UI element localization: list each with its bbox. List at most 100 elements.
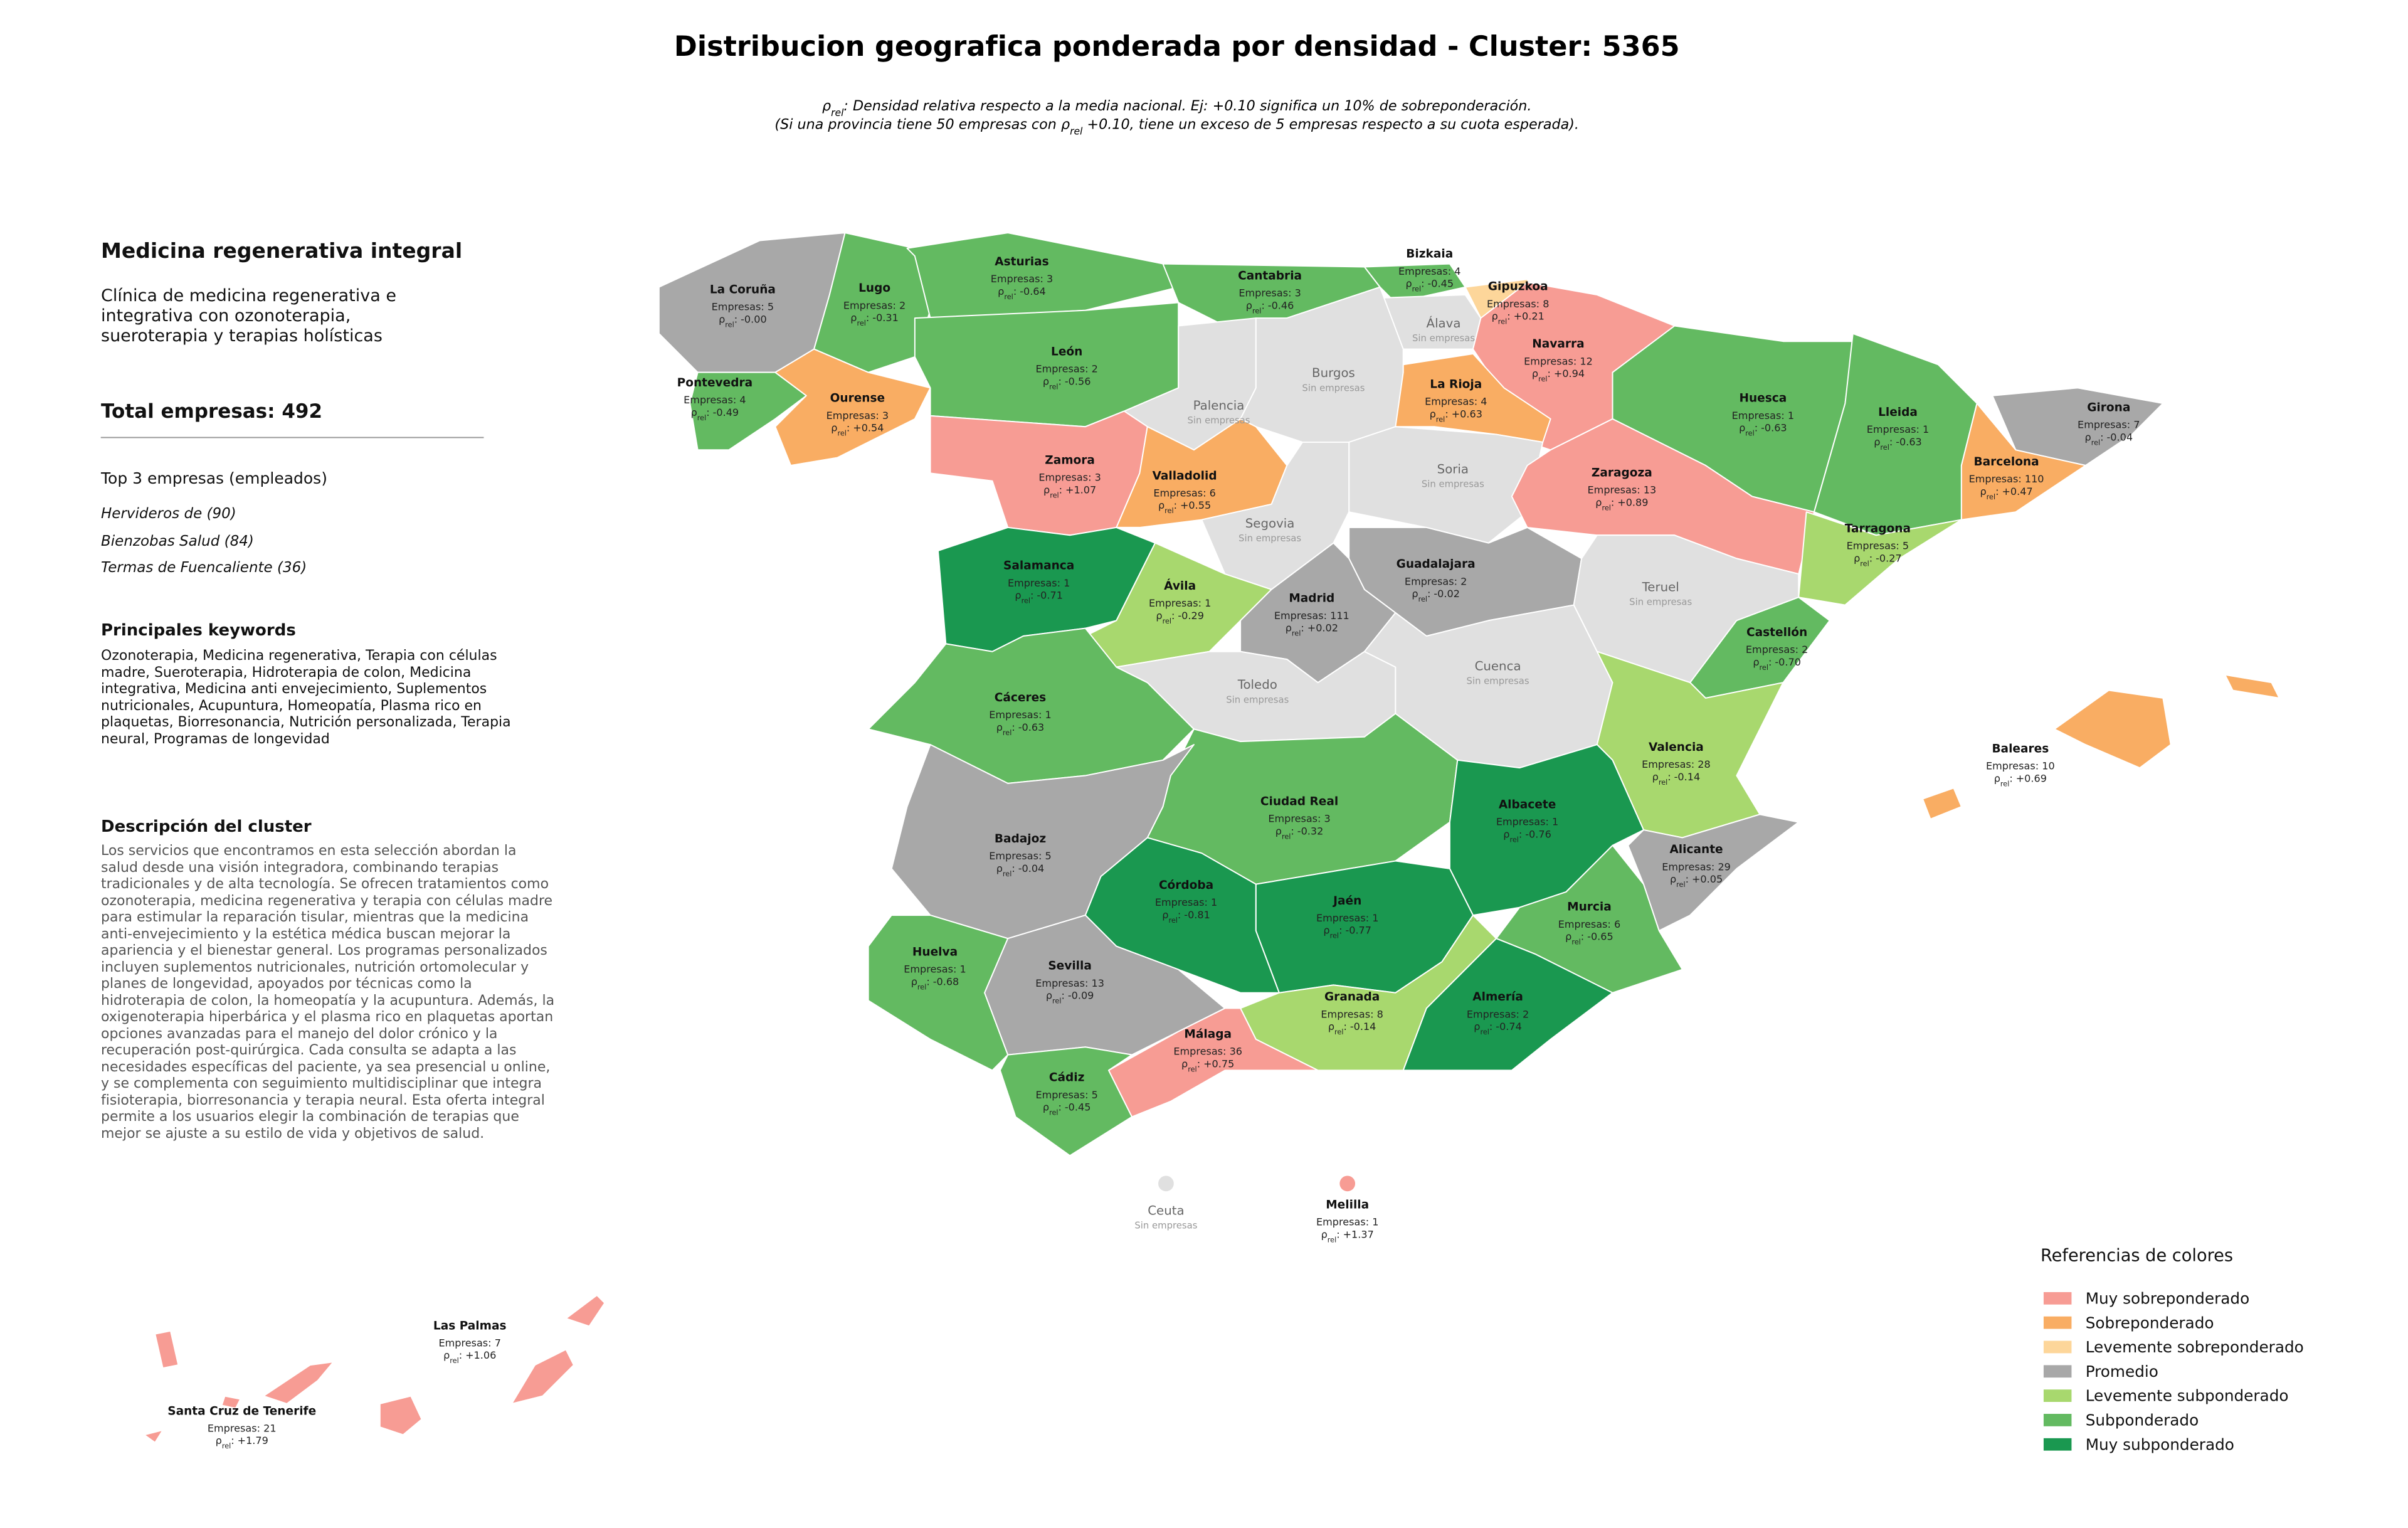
province-density: ρrel: +0.94 <box>1532 368 1585 383</box>
province-density: ρrel: -0.74 <box>1474 1021 1522 1036</box>
density-value: +0.54 <box>853 422 884 434</box>
province-shape <box>867 915 1009 1071</box>
province-name: La Coruña <box>710 284 776 297</box>
province-density: ρrel: -0.14 <box>1328 1021 1376 1036</box>
province-shape <box>774 348 931 467</box>
province-density: ρrel: -0.76 <box>1503 828 1551 844</box>
density-value: -0.63 <box>1018 721 1045 733</box>
keywords: Ozonoterapia, Medicina regenerativa, Ter… <box>101 648 511 747</box>
rho-sep: : <box>1197 1058 1200 1069</box>
province-density: ρrel: -0.29 <box>1156 610 1204 625</box>
rho-sub: rel <box>917 983 926 991</box>
province-name: Bizkaia <box>1406 248 1453 261</box>
rho-sub: rel <box>1880 443 1889 451</box>
province-shape <box>867 627 1195 784</box>
rho-sub: rel <box>1480 1028 1489 1036</box>
rho-symbol: ρ <box>719 314 725 326</box>
province-name: Salamanca <box>1003 560 1074 573</box>
rho-sub: rel <box>1412 285 1421 293</box>
rho-symbol: ρ <box>1670 873 1676 885</box>
province-companies: Sin empresas <box>1226 694 1289 705</box>
rho-sep: : <box>1755 422 1758 434</box>
rho-sep: : <box>1889 436 1893 448</box>
legend-swatch <box>2043 1389 2072 1402</box>
density-value: -0.49 <box>713 406 739 418</box>
province-companies: Sin empresas <box>1412 333 1475 344</box>
rho-sub: rel <box>1003 869 1011 878</box>
density-value: -0.29 <box>1178 610 1204 622</box>
province-companies: Empresas: 1 <box>989 709 1051 721</box>
rho-symbol: ρ <box>2084 431 2091 443</box>
rho-sub: rel <box>222 1442 231 1450</box>
rho-sep: : <box>1445 408 1448 420</box>
province-shape <box>143 1430 164 1443</box>
province-companies: Empresas: 3 <box>1038 472 1101 484</box>
rho-symbol: ρ <box>1043 484 1050 496</box>
province-name: Sevilla <box>1048 960 1092 973</box>
rho-symbol: ρ <box>1652 771 1659 783</box>
province-name: Soria <box>1437 462 1469 476</box>
rho-symbol: ρ <box>822 98 831 114</box>
province-density: ρrel: +0.05 <box>1670 873 1723 888</box>
rho-symbol: ρ <box>996 862 1003 874</box>
province-companies: Empresas: 111 <box>1274 610 1349 622</box>
province-shape <box>1339 1175 1356 1192</box>
rho-sep: : <box>1421 278 1424 290</box>
rho-sep: : <box>1059 1101 1062 1113</box>
province-companies: Sin empresas <box>1302 383 1365 393</box>
rho-sub: rel <box>1538 375 1547 383</box>
rho-sub: rel <box>1049 1108 1058 1117</box>
province-shape <box>510 1349 574 1404</box>
province-companies: Empresas: 8 <box>1321 1008 1383 1020</box>
rho-sep: : <box>847 422 850 434</box>
density-value: +0.05 <box>1692 873 1723 885</box>
province-name: Ciudad Real <box>1260 795 1338 809</box>
province-name: Zaragoza <box>1592 466 1652 479</box>
province-companies: Empresas: 5 <box>1035 1089 1097 1101</box>
province-name: Palencia <box>1193 398 1245 413</box>
rho-sep: : <box>866 312 869 324</box>
province-density: ρrel: +0.75 <box>1181 1058 1234 1073</box>
province-density: ρrel: +1.07 <box>1043 484 1096 499</box>
province-name: Toledo <box>1237 677 1277 692</box>
province-companies: Empresas: 7 <box>2078 419 2140 431</box>
rho-sub: rel <box>1004 293 1013 301</box>
province-density: ρrel: -0.46 <box>1246 299 1294 315</box>
rho-sub: rel <box>1003 728 1011 736</box>
province-shape <box>154 1330 179 1369</box>
top-item: Hervideros de (90) <box>101 506 236 522</box>
province-name: Ávila <box>1164 578 1196 593</box>
province-density: ρrel: -0.49 <box>691 406 739 422</box>
rho-sep: : <box>1178 909 1181 921</box>
province-density: ρrel: +1.06 <box>443 1349 496 1365</box>
province-companies: Empresas: 13 <box>1035 977 1104 989</box>
top-item: Termas de Fuencaliente (36) <box>101 560 307 576</box>
rho-sep: : <box>706 406 709 418</box>
province-companies: Empresas: 5 <box>1847 540 1909 552</box>
province-name: Valladolid <box>1153 469 1217 482</box>
province-companies: Empresas: 1 <box>904 963 966 975</box>
density-value: -0.04 <box>1018 862 1045 874</box>
panel-description: Clínica de medicina regenerativa e integ… <box>101 286 396 346</box>
rho-sub: rel <box>1571 938 1580 946</box>
province-density: ρrel: +0.63 <box>1430 408 1482 423</box>
rho-symbol: ρ <box>1405 278 1412 290</box>
density-value: -0.14 <box>1674 771 1701 783</box>
rho-symbol: ρ <box>1994 772 2000 784</box>
rho-sep: : <box>2100 431 2103 443</box>
province-density: ρrel: -0.00 <box>719 314 767 329</box>
rho-sep: : <box>1686 873 1689 885</box>
province-density: ρrel: -0.56 <box>1043 375 1091 391</box>
province-companies: Empresas: 5 <box>989 850 1051 862</box>
province-density: ρrel: -0.45 <box>1043 1101 1091 1117</box>
rho-sep: : <box>734 314 737 326</box>
rho-sep: : <box>1174 499 1177 511</box>
rho-symbol: ρ <box>1328 1021 1334 1032</box>
province-companies: Empresas: 3 <box>991 273 1053 285</box>
rho-sub: rel <box>1252 307 1261 315</box>
province-shape <box>565 1294 606 1327</box>
rho-sep: : <box>1489 1021 1492 1032</box>
rho-sep: : <box>1061 990 1064 1002</box>
title: Distribucion geografica ponderada por de… <box>674 31 1680 63</box>
legend-label: Levemente subponderado <box>2086 1387 2289 1405</box>
